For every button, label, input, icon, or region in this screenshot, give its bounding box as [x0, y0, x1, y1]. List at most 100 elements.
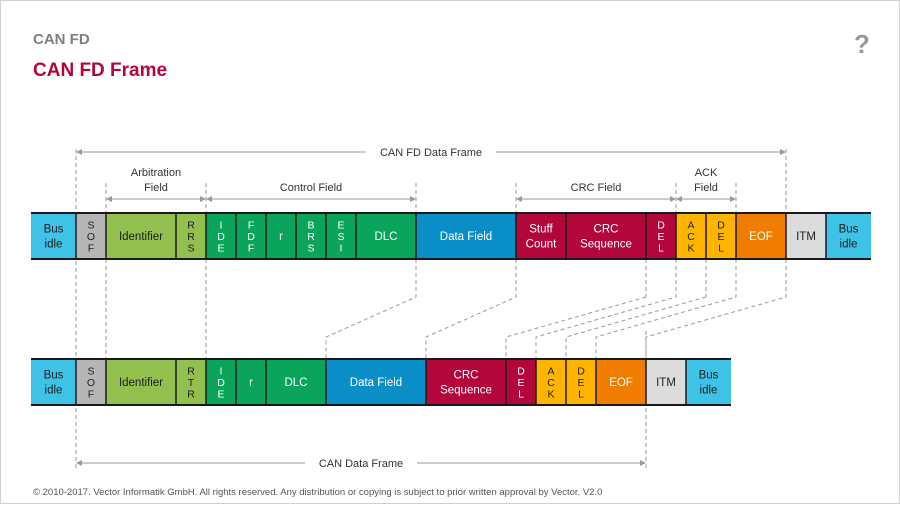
field-crc-del: DEL: [646, 213, 676, 259]
field-rrs-label: R: [187, 231, 195, 243]
field-bus-idle-end-label: idle: [700, 385, 718, 397]
field-identifier: Identifier: [106, 213, 176, 259]
field-bus-idle-start: Bus idle: [31, 359, 76, 405]
field-crc-del-label: L: [658, 242, 664, 254]
help-icon[interactable]: ?: [854, 29, 870, 59]
field-rrs-box: [176, 213, 206, 259]
field-rtr-box: [176, 359, 206, 405]
field-data-field-label: Data Field: [440, 231, 492, 243]
field-sof-label: F: [88, 242, 94, 254]
field-fdf-label: D: [247, 231, 255, 243]
field-brs-box: [296, 213, 326, 259]
field-eof-label: EOF: [609, 377, 633, 389]
field-crc-sequence-box: [426, 359, 506, 405]
field-ack-slot-label: K: [547, 388, 554, 400]
ack-field-group-label: Field: [694, 182, 718, 194]
field-ack-del-label: E: [577, 377, 584, 389]
field-sof-label: F: [88, 388, 94, 400]
field-sof-box: [76, 359, 106, 405]
field-identifier: Identifier: [106, 359, 176, 405]
field-r-label: r: [249, 377, 253, 389]
field-crc-del-label: E: [657, 231, 664, 243]
field-esi: ESI: [326, 213, 356, 259]
field-crc-del: DEL: [506, 359, 536, 405]
field-ide-box: [206, 359, 236, 405]
field-identifier-box: [106, 359, 176, 405]
field-crc-del-label: D: [517, 365, 525, 377]
field-crc-del-label: D: [657, 219, 665, 231]
field-eof: EOF: [596, 359, 646, 405]
field-bus-idle-start-box: [31, 213, 76, 259]
crc-field-group-label: CRC Field: [571, 182, 622, 194]
field-ack-del-box: [706, 213, 736, 259]
field-crc-sequence: CRC Sequence: [426, 359, 506, 405]
field-sof: SOF: [76, 213, 106, 259]
field-ack-slot-label: A: [687, 219, 694, 231]
field-sof-label: S: [87, 365, 94, 377]
field-ack-del-box: [566, 359, 596, 405]
field-brs-label: S: [307, 242, 314, 254]
field-data-field-label: Data Field: [350, 377, 402, 389]
field-esi-label: I: [340, 242, 343, 254]
field-data-field-box: [416, 213, 516, 259]
field-ack-slot-label: K: [687, 242, 694, 254]
field-ack-slot-label: C: [687, 231, 695, 243]
field-ack-slot: ACK: [536, 359, 566, 405]
classic-frame-span-arrow-label: CAN Data Frame: [319, 458, 403, 470]
field-fdf-label: F: [248, 219, 254, 231]
field-rrs: RRS: [176, 213, 206, 259]
field-esi-label: S: [337, 231, 344, 243]
field-brs: BRS: [296, 213, 326, 259]
field-ack-slot: ACK: [676, 213, 706, 259]
field-data-field-box: [326, 359, 426, 405]
field-dlc: DLC: [266, 359, 326, 405]
field-r: r: [266, 213, 296, 259]
field-itm: ITM: [786, 213, 826, 259]
topic-label: CAN FD: [33, 31, 90, 48]
classic-frame-span-arrow: CAN Data Frame: [76, 458, 646, 470]
field-eof-box: [736, 213, 786, 259]
field-crc-sequence-box: [566, 213, 646, 259]
field-bus-idle-start-label: idle: [45, 385, 63, 397]
field-ide-label: D: [217, 377, 225, 389]
field-ack-del-label: L: [718, 242, 724, 254]
field-ack-slot-box: [536, 359, 566, 405]
field-bus-idle-end-box: [686, 359, 731, 405]
dashed-guide-lines: [75, 149, 787, 471]
field-crc-del-box: [506, 359, 536, 405]
field-fdf: FDF: [236, 213, 266, 259]
field-stuff-count-label: Count: [526, 239, 557, 251]
field-sof-label: O: [87, 377, 95, 389]
field-bus-idle-end: Bus idle: [686, 359, 731, 405]
field-bus-idle-end-label: idle: [840, 239, 858, 251]
field-ide: IDE: [206, 213, 236, 259]
field-crc-sequence-label: CRC: [594, 224, 619, 236]
page-title: CAN FD Frame: [33, 60, 168, 81]
arbitration-field-group-label: Field: [144, 182, 168, 194]
field-bus-idle-start-label: Bus: [44, 370, 64, 382]
field-crc-del-label: L: [518, 388, 524, 400]
field-ide-label: D: [217, 231, 225, 243]
field-eof: EOF: [736, 213, 786, 259]
field-ack-slot-box: [676, 213, 706, 259]
field-ide: IDE: [206, 359, 236, 405]
field-bus-idle-end-box: [826, 213, 871, 259]
field-dlc-label: DLC: [284, 377, 307, 389]
field-ide-label: E: [217, 242, 224, 254]
field-ide-label: E: [217, 388, 224, 400]
field-stuff-count-box: [516, 213, 566, 259]
arbitration-field-group: Arbitration Field: [106, 167, 206, 202]
field-ack-slot-label: C: [547, 377, 555, 389]
field-itm-label: ITM: [656, 377, 676, 389]
field-stuff-count-label: Stuff: [529, 224, 553, 236]
field-rrs-label: R: [187, 219, 195, 231]
field-crc-sequence: CRC Sequence: [566, 213, 646, 259]
control-field-group: Control Field: [206, 182, 416, 202]
field-bus-idle-end-label: Bus: [699, 370, 719, 382]
field-rtr-label: R: [187, 365, 195, 377]
field-dlc-box: [356, 213, 416, 259]
fd-frame-span-arrow-label: CAN FD Data Frame: [380, 147, 482, 159]
field-sof-label: S: [87, 219, 94, 231]
fd-frame-span-arrow: CAN FD Data Frame: [76, 147, 786, 159]
